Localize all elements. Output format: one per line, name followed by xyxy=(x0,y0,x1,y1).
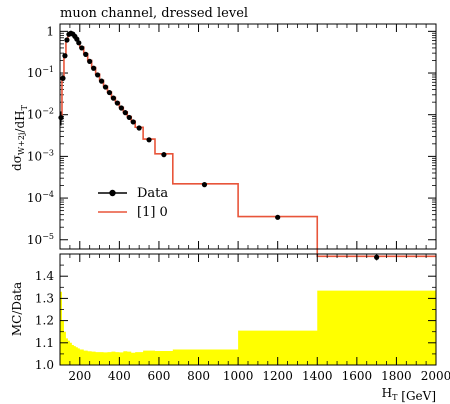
data-point-marker xyxy=(126,114,132,121)
top-ytick-label: 10−2 xyxy=(27,107,54,122)
data-point-marker xyxy=(83,51,89,57)
data-point-marker xyxy=(136,125,142,131)
legend: Data [1] 0 xyxy=(98,186,168,220)
ratio-frame xyxy=(59,253,437,366)
ratio-xtick-label: 400 xyxy=(108,369,131,383)
data-point xyxy=(79,45,85,51)
top-ytick-label: 10−1 xyxy=(27,65,54,80)
xaxis-label: HT [GeV] xyxy=(382,386,436,403)
data-point xyxy=(130,119,136,125)
data-point-marker xyxy=(102,84,109,90)
ratio-ytick-label: 1.2 xyxy=(35,314,54,328)
data-point xyxy=(102,84,109,90)
data-point-marker xyxy=(95,72,101,78)
ratio-xtick-label: 1800 xyxy=(381,369,412,383)
mc-step-path xyxy=(60,32,436,258)
ratio-band-area xyxy=(60,290,436,365)
ratio-ylabel: MC/Data xyxy=(10,282,24,336)
data-point-marker xyxy=(146,137,152,143)
data-point xyxy=(60,75,66,81)
data-point-marker xyxy=(58,115,64,121)
top-ylabel: dσW+2j/dHT xyxy=(10,104,29,171)
data-point-marker xyxy=(201,182,208,188)
data-point xyxy=(114,100,120,106)
data-point-marker xyxy=(130,119,136,125)
data-point xyxy=(62,53,68,59)
top-ytick-label: 1 xyxy=(46,24,54,38)
legend-mc-label: [1] 0 xyxy=(137,205,168,220)
data-point xyxy=(106,89,113,96)
ratio-xtick-label: 1400 xyxy=(302,369,333,383)
ratio-ytick-label: 1.3 xyxy=(35,291,54,305)
data-point-marker xyxy=(98,78,105,84)
data-point xyxy=(87,58,93,65)
data-point xyxy=(95,72,101,78)
data-point-marker xyxy=(110,95,117,101)
ratio-panel: 1.0 1.1 1.2 1.3 1.4 200 400 600 800 1000 1200 1400… xyxy=(10,253,450,403)
ratio-xtick-label: 200 xyxy=(68,369,91,383)
data-point xyxy=(64,37,70,43)
data-point xyxy=(83,51,89,57)
data-point xyxy=(161,152,167,158)
ratio-xtick-label: 1200 xyxy=(262,369,293,383)
data-point xyxy=(118,105,124,111)
data-point xyxy=(110,95,117,101)
data-points xyxy=(58,30,380,261)
ratio-ytick-labels: 1.0 1.1 1.2 1.3 1.4 xyxy=(35,269,54,372)
top-panel: 1 10−1 10−2 10−3 10−4 10−5 dσW+2j/dHT Data [1… xyxy=(10,23,437,261)
data-point-marker xyxy=(60,75,66,81)
data-point xyxy=(91,65,97,71)
data-point xyxy=(98,78,105,84)
data-point xyxy=(201,182,208,188)
data-point-marker xyxy=(106,89,113,96)
data-point-marker xyxy=(118,105,124,111)
data-point-marker xyxy=(87,58,93,65)
ratio-band xyxy=(60,290,436,365)
ratio-ytick-label: 1.1 xyxy=(35,336,54,350)
chart-title: muon channel, dressed level xyxy=(60,6,248,21)
data-point xyxy=(275,214,281,220)
ratio-xtick-label: 600 xyxy=(147,369,170,383)
data-point-marker xyxy=(62,53,68,59)
data-point xyxy=(122,110,128,116)
top-ytick-labels: 1 10−1 10−2 10−3 10−4 10−5 xyxy=(27,24,54,246)
data-point-marker xyxy=(275,214,281,220)
data-point-marker xyxy=(79,45,85,51)
data-point-marker xyxy=(76,40,82,46)
top-ytick-label: 10−3 xyxy=(27,148,54,163)
ratio-ytick-label: 1.0 xyxy=(35,358,54,372)
data-point xyxy=(136,125,142,131)
ratio-xtick-label: 1600 xyxy=(342,369,373,383)
data-point-marker xyxy=(161,152,167,158)
legend-data-label: Data xyxy=(137,186,168,201)
ratio-xtick-labels: 200 400 600 800 1000 1200 1400 1600 1800 2000 xyxy=(68,369,450,383)
top-ticks xyxy=(60,24,437,249)
data-point-marker xyxy=(64,37,70,43)
mc-step-line xyxy=(60,32,436,258)
top-ytick-label: 10−4 xyxy=(27,190,54,205)
data-point-marker xyxy=(122,110,128,116)
ratio-xtick-label: 1000 xyxy=(223,369,254,383)
top-ytick-label: 10−5 xyxy=(27,232,54,247)
ratio-xtick-label: 2000 xyxy=(421,369,450,383)
data-point xyxy=(126,114,132,121)
ratio-ytick-label: 1.4 xyxy=(35,269,54,283)
data-point xyxy=(146,137,152,143)
data-point-marker xyxy=(91,65,97,71)
data-point-marker xyxy=(114,100,120,106)
ratio-xtick-label: 800 xyxy=(187,369,210,383)
data-point xyxy=(76,40,82,46)
legend-data-marker xyxy=(109,189,116,197)
data-point xyxy=(58,111,64,126)
top-frame xyxy=(59,23,437,250)
